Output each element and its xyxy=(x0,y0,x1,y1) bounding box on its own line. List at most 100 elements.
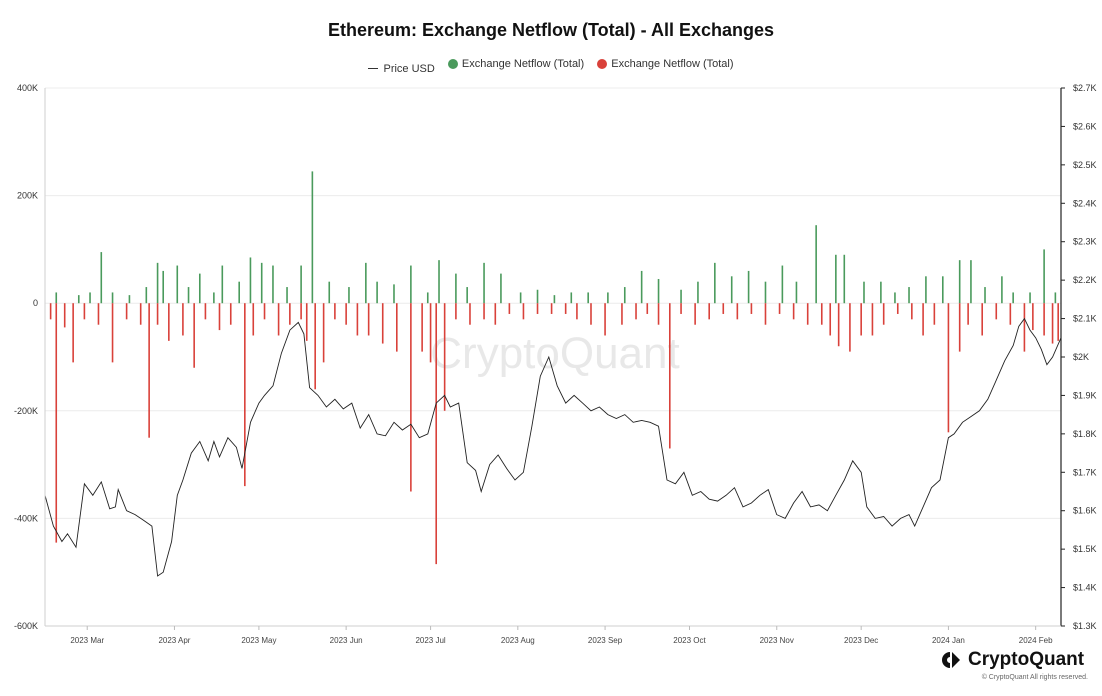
x-tick-label: 2023 Nov xyxy=(760,636,794,645)
netflow-bar-negative xyxy=(806,303,809,325)
netflow-bar-positive xyxy=(941,276,944,304)
netflow-bar-negative xyxy=(871,303,874,336)
netflow-bar-positive xyxy=(156,262,159,304)
netflow-bar-positive xyxy=(500,273,502,304)
legend-item-netflow-negative[interactable]: Exchange Netflow (Total) xyxy=(597,58,734,70)
netflow-bar-negative xyxy=(367,303,370,336)
chart-legend: Price USD Exchange Netflow (Total) Excha… xyxy=(0,58,1102,75)
x-tick-label: 2023 Mar xyxy=(70,636,104,645)
netflow-bar-negative xyxy=(469,303,471,325)
netflow-bar-negative xyxy=(435,303,438,565)
netflow-bar-positive xyxy=(393,284,395,304)
netflow-bar-negative xyxy=(443,303,446,411)
netflow-bar-negative xyxy=(322,303,325,363)
netflow-bar-negative xyxy=(849,303,851,352)
right-tick-label: $1.5K xyxy=(1073,544,1097,554)
x-tick-label: 2023 Jun xyxy=(330,636,363,645)
x-axis-ticks: 2023 Mar 2023 Apr 2023 May 2023 Jun 2023 Jul… xyxy=(70,626,1053,645)
legend-item-price[interactable]: Price USD xyxy=(368,63,435,75)
netflow-bar-positive xyxy=(640,270,643,304)
netflow-bar-negative xyxy=(429,303,432,363)
legend-line-marker xyxy=(368,68,379,69)
netflow-bar-positive xyxy=(198,273,201,304)
right-tick-label: $2.4K xyxy=(1073,198,1097,208)
netflow-bar-negative xyxy=(750,303,753,314)
right-tick-label: $1.4K xyxy=(1073,583,1097,593)
netflow-bar-negative xyxy=(277,303,280,336)
netflow-bar-negative xyxy=(97,303,100,325)
netflow-bar-negative xyxy=(764,303,767,325)
netflow-bar-negative xyxy=(156,303,159,325)
chart-title: Ethereum: Exchange Netflow (Total) - All… xyxy=(327,20,775,40)
right-axis-ticks: $2.7K $2.6K $2.5K $2.4K $2.3K $2.2K $2.1K $2K $1… xyxy=(1061,83,1097,631)
netflow-bar-positive xyxy=(1054,292,1057,304)
right-tick-label: $2.6K xyxy=(1073,121,1097,131)
netflow-bar-negative xyxy=(218,303,221,331)
netflow-bar-positive xyxy=(365,262,367,304)
netflow-bar-negative xyxy=(72,303,74,363)
left-tick-label: -600K xyxy=(14,621,38,631)
netflow-bar-negative xyxy=(421,303,423,352)
netflow-bar-positive xyxy=(908,287,910,304)
netflow-bar-positive xyxy=(843,254,846,304)
netflow-bar-negative xyxy=(522,303,525,320)
netflow-bar-positive xyxy=(880,281,882,304)
netflow-bar-negative xyxy=(314,303,316,390)
netflow-bar-positive xyxy=(100,252,103,304)
netflow-bar-positive xyxy=(623,287,626,304)
netflow-bar-negative xyxy=(63,303,66,328)
netflow-bar-positive xyxy=(747,270,750,304)
netflow-bar-negative xyxy=(55,303,58,543)
netflow-bar-negative xyxy=(922,303,924,336)
netflow-bar-negative xyxy=(860,303,862,336)
netflow-bar-positive xyxy=(128,295,131,304)
right-tick-label: $1.6K xyxy=(1073,506,1097,516)
netflow-bar-negative xyxy=(396,303,398,352)
netflow-bar-negative xyxy=(49,303,52,320)
netflow-bar-positive xyxy=(795,281,798,304)
netflow-bar-positive xyxy=(187,287,190,304)
right-tick-label: $2.1K xyxy=(1073,314,1097,324)
netflow-bar-positive xyxy=(77,295,80,304)
netflow-bar-negative xyxy=(289,303,291,325)
netflow-bar-negative xyxy=(252,303,255,336)
netflow-bar-positive xyxy=(300,265,302,304)
netflow-bar-negative xyxy=(83,303,86,320)
netflow-bar-negative xyxy=(1032,303,1034,331)
watermark-text: CryptoQuant xyxy=(430,329,679,378)
netflow-bar-negative xyxy=(305,303,308,341)
netflow-bar-negative xyxy=(455,303,457,320)
x-tick-label: 2023 Apr xyxy=(158,636,190,645)
netflow-bar-negative xyxy=(981,303,983,336)
netflow-bar-negative xyxy=(995,303,998,320)
right-tick-label: $1.9K xyxy=(1073,390,1097,400)
netflow-bar-negative xyxy=(621,303,623,325)
netflow-bar-negative xyxy=(410,303,412,492)
netflow-bar-positive xyxy=(815,225,817,304)
netflow-bar-positive xyxy=(286,287,288,304)
netflow-bar-negative xyxy=(933,303,936,325)
netflow-bar-negative xyxy=(111,303,114,363)
netflow-bar-negative xyxy=(896,303,899,314)
netflow-bar-negative xyxy=(168,303,170,341)
netflow-bar-positive xyxy=(162,270,165,304)
netflow-bar-positive xyxy=(145,287,148,304)
netflow-bar-positive xyxy=(311,171,314,304)
netflow-bar-positive xyxy=(89,292,91,304)
x-tick-label: 2023 Sep xyxy=(588,636,623,645)
x-tick-label: 2023 May xyxy=(241,636,276,645)
netflow-bar-negative xyxy=(829,303,832,336)
x-tick-label: 2024 Feb xyxy=(1019,636,1053,645)
netflow-bar-positive xyxy=(260,262,263,304)
right-tick-label: $2.2K xyxy=(1073,275,1097,285)
netflow-bar-positive xyxy=(925,276,927,304)
netflow-bar-positive xyxy=(657,278,660,304)
left-tick-label: 0 xyxy=(33,298,38,308)
netflow-bar-positive xyxy=(221,265,224,304)
right-tick-label: $2.5K xyxy=(1073,160,1097,170)
legend-item-netflow-positive[interactable]: Exchange Netflow (Total) xyxy=(447,58,584,70)
netflow-bar-negative xyxy=(204,303,207,320)
netflow-bar-negative xyxy=(356,303,359,336)
netflow-bar-positive xyxy=(764,281,767,304)
